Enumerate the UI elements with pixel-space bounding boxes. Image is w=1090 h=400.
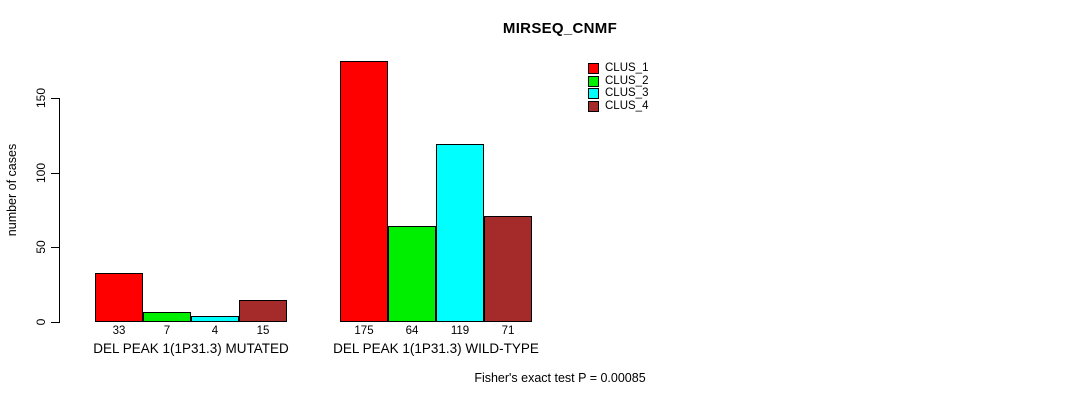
bar-value-clus-1-del-peak-1-1p31-3-wild-type: 175 [354,325,374,337]
y-tick-label-0: 0 [34,318,48,326]
bar-value-clus-2-del-peak-1-1p31-3-mutated: 7 [163,325,171,337]
bar-clus-4-del-peak-1-1p31-3-mutated [239,300,287,322]
bar-value-clus-2-del-peak-1-1p31-3-wild-type: 64 [405,325,419,337]
bar-clus-4-del-peak-1-1p31-3-wild-type [484,216,532,322]
bar-clus-1-del-peak-1-1p31-3-wild-type [340,61,388,322]
legend-swatch-clus-3 [588,88,599,99]
y-tick-50 [51,247,60,249]
bar-clus-1-del-peak-1-1p31-3-mutated [95,273,143,322]
chart-title: MIRSEQ_CNMF [502,20,618,37]
y-tick-0 [51,322,60,323]
bar-value-clus-3-del-peak-1-1p31-3-mutated: 4 [211,325,219,337]
y-tick-label-50: 50 [34,240,48,255]
legend-label-clus-1: CLUS_1 [605,62,649,74]
legend-label-clus-2: CLUS_2 [605,74,649,87]
bar-value-clus-3-del-peak-1-1p31-3-wild-type: 119 [450,325,470,337]
y-axis-line [59,98,60,323]
bar-value-clus-1-del-peak-1-1p31-3-mutated: 33 [112,325,126,337]
bar-clus-2-del-peak-1-1p31-3-wild-type [388,226,436,322]
y-tick-label-100: 100 [34,162,48,183]
category-label-del-peak-1-1p31-3-mutated: DEL PEAK 1(1P31.3) MUTATED [93,341,289,356]
y-tick-150 [51,98,60,99]
bar-clus-3-del-peak-1-1p31-3-mutated [191,316,239,322]
bar-clus-3-del-peak-1-1p31-3-wild-type [436,144,484,322]
y-axis-label: number of cases [5,143,19,237]
y-tick-label-150: 150 [34,87,48,109]
legend-label-clus-4: CLUS_4 [605,99,649,112]
legend-swatch-clus-1 [588,63,599,74]
category-label-del-peak-1-1p31-3-wild-type: DEL PEAK 1(1P31.3) WILD-TYPE [333,341,539,356]
bar-value-clus-4-del-peak-1-1p31-3-mutated: 15 [256,325,270,337]
bar-value-clus-4-del-peak-1-1p31-3-wild-type: 71 [501,325,515,337]
bar-clus-2-del-peak-1-1p31-3-mutated [143,312,191,322]
fisher-test-note: Fisher's exact test P = 0.00085 [474,371,646,385]
legend-swatch-clus-2 [588,75,599,87]
legend-swatch-clus-4 [588,100,599,112]
y-tick-100 [51,172,60,174]
legend-label-clus-3: CLUS_3 [605,87,649,99]
